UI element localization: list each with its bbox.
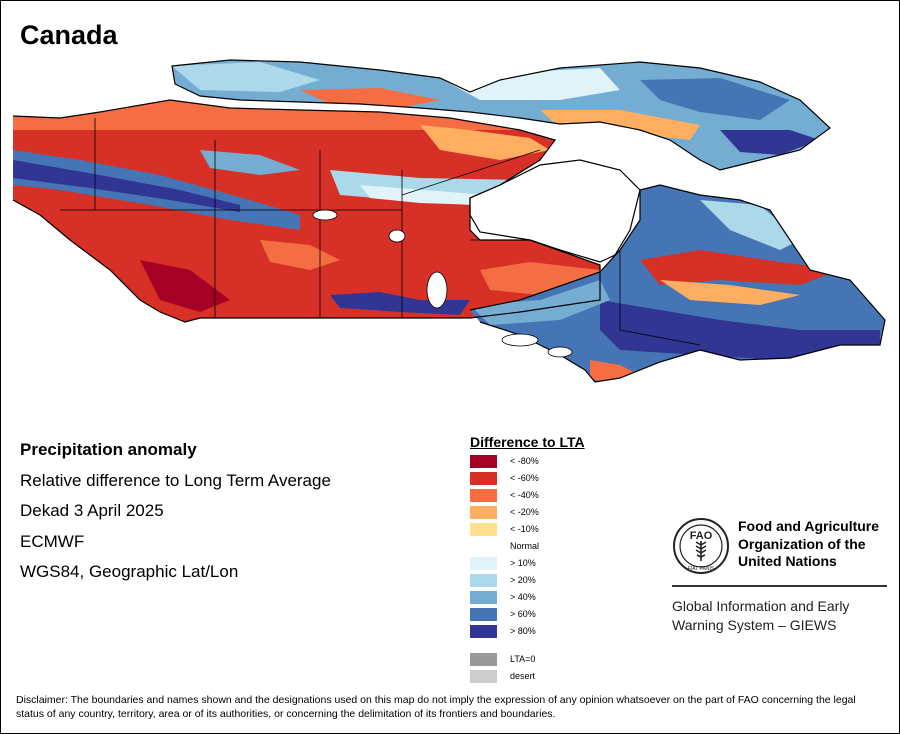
- legend-label: < -40%: [510, 490, 539, 500]
- legend-label: > 10%: [510, 558, 536, 568]
- legend-label: < -10%: [510, 524, 539, 534]
- legend-swatch: [470, 540, 497, 553]
- organization-name-line: Organization of the: [738, 535, 866, 552]
- legend-swatch: [470, 653, 497, 666]
- fao-logo: FAO FIAT PANIS: [672, 517, 730, 580]
- legend-swatch: [470, 670, 497, 683]
- fao-emblem-icon: FAO FIAT PANIS: [673, 518, 729, 574]
- anomaly-map-svg: [12, 59, 886, 383]
- legend-swatch: [470, 591, 497, 604]
- legend-swatch: [470, 472, 497, 485]
- info-heading: Precipitation anomaly: [20, 440, 197, 459]
- info-projection: WGS84, Geographic Lat/Lon: [20, 562, 239, 581]
- legend-label: > 60%: [510, 609, 536, 619]
- legend-label: LTA=0: [510, 654, 536, 664]
- hudson-bay: [470, 160, 640, 262]
- legend-label: < -60%: [510, 473, 539, 483]
- legend-swatch: [470, 574, 497, 587]
- legend-swatch: [470, 608, 497, 621]
- giews-name: Global Information and Early Warning Sys…: [672, 597, 849, 634]
- info-period: Dekad 3 April 2025: [20, 501, 164, 520]
- info-subtitle: Relative difference to Long Term Average: [20, 471, 331, 490]
- precipitation-map: [12, 59, 886, 383]
- legend-swatch: [470, 625, 497, 638]
- legend-swatch: [470, 455, 497, 468]
- organization-divider: [672, 585, 887, 587]
- legend-label: < -80%: [510, 456, 539, 466]
- legend-title: Difference to LTA: [470, 434, 585, 450]
- map-title: Canada: [20, 20, 118, 50]
- disclaimer-text: Disclaimer: The boundaries and names sho…: [16, 694, 856, 720]
- legend-label: > 20%: [510, 575, 536, 585]
- legend-swatch: [470, 506, 497, 519]
- fao-logo-motto: FIAT PANIS: [688, 566, 715, 572]
- giews-line: Global Information and Early: [672, 598, 850, 614]
- fao-logo-letters: FAO: [690, 530, 713, 542]
- legend-label: > 40%: [510, 592, 536, 602]
- legend-swatch: [470, 557, 497, 570]
- organization-name-line: Food and Agriculture: [738, 518, 880, 534]
- legend-label: < -20%: [510, 507, 539, 517]
- legend-label: > 80%: [510, 626, 536, 636]
- info-source: ECMWF: [20, 532, 85, 551]
- legend-label: desert: [510, 671, 536, 681]
- organization-name-line: United Nations: [738, 553, 837, 569]
- legend-swatch: [470, 523, 497, 536]
- legend-swatch: [470, 489, 497, 502]
- legend-label: Normal: [510, 541, 540, 551]
- giews-line: Warning System – GIEWS: [672, 616, 837, 633]
- organization-name: Food and Agriculture Organization of the…: [738, 518, 879, 571]
